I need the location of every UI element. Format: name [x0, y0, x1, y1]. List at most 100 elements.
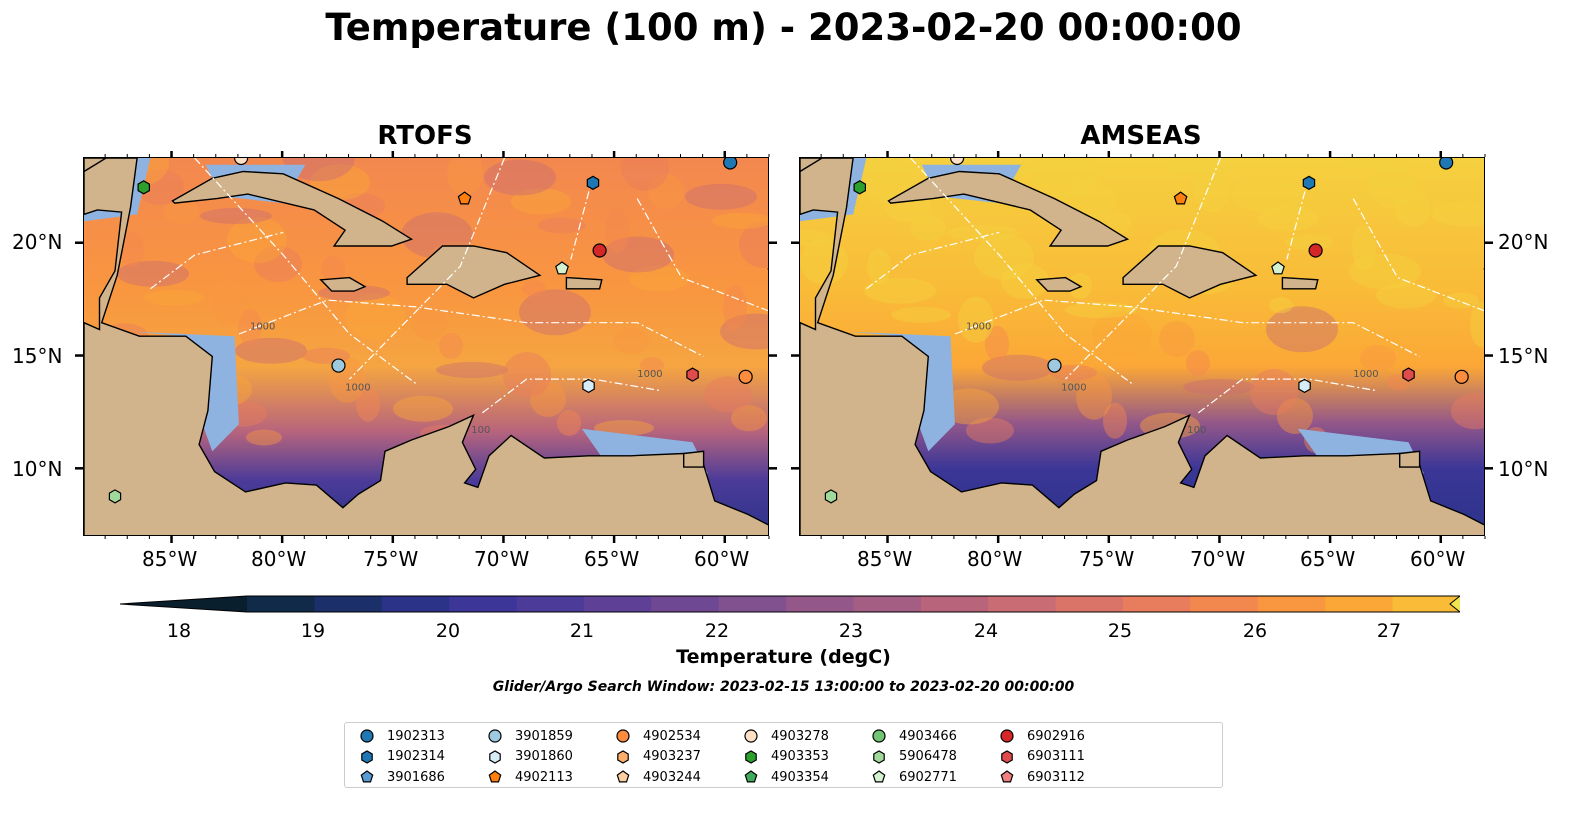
float-marker-6902916[interactable] [592, 243, 607, 258]
colorbar-segment [718, 596, 787, 612]
boundary-line [910, 158, 1133, 385]
float-marker-5906478[interactable] [824, 489, 838, 504]
colorbar-segment [786, 596, 854, 612]
boundary-line [194, 158, 417, 385]
colorbar-tick: 22 [704, 620, 730, 642]
float-marker-5906478[interactable] [108, 489, 122, 504]
boundary-line [150, 231, 284, 290]
land [1122, 245, 1258, 299]
float-marker-1902313[interactable] [723, 158, 738, 170]
float-marker-4903278[interactable] [234, 158, 249, 166]
legend-label: 3901859 [515, 728, 573, 744]
land [800, 158, 1484, 535]
float-marker-6903112[interactable] [767, 264, 769, 276]
x-tick-label: 85°W [857, 547, 913, 571]
colorbar-segment [920, 596, 989, 612]
land [1281, 276, 1319, 290]
panel-title-rtofs: RTOFS [377, 121, 473, 151]
boundary-line [238, 299, 704, 358]
figure-title: Temperature (100 m) - 2023-02-20 00:00:0… [325, 6, 1242, 49]
legend-label: 5906478 [899, 749, 957, 764]
pentagon-marker-icon [616, 770, 630, 783]
map-amseas[interactable]: 1000 1000 100 1000 [799, 157, 1485, 536]
colorbar-segment [651, 596, 720, 612]
legend-label: 6903112 [1027, 769, 1085, 785]
float-marker-3901859[interactable] [331, 358, 346, 373]
x-tick-label: 60°W [1410, 547, 1466, 571]
x-tick-label: 65°W [1300, 547, 1356, 571]
colorbar [119, 595, 1460, 613]
hexagon-marker-icon [489, 749, 501, 764]
circle-marker-icon [744, 729, 758, 743]
colorbar-tick: 24 [973, 620, 999, 642]
float-marker-6902771[interactable] [555, 261, 569, 275]
float-marker-4902113[interactable] [1173, 191, 1188, 205]
colorbar-segment [314, 596, 383, 612]
legend-label: 4903244 [643, 769, 701, 785]
x-tick-label: 75°W [363, 547, 419, 571]
colorbar-tick: 18 [166, 620, 192, 642]
float-marker-1902314[interactable] [586, 175, 600, 190]
legend-item: 4903244 [615, 768, 701, 786]
legend-item: 5906478 [871, 748, 957, 766]
float-marker-4903353[interactable] [853, 180, 867, 195]
colorbar-segment [381, 596, 450, 612]
float-marker-4902534[interactable] [1454, 369, 1469, 384]
boundary-line [481, 378, 660, 414]
float-marker-6903112[interactable] [1483, 264, 1485, 276]
float-marker-4902534[interactable] [738, 369, 753, 384]
search-window-text: Glider/Argo Search Window: 2023-02-15 13… [492, 679, 1075, 695]
y-tick-label: 15°N [12, 344, 63, 368]
panel-title-amseas: AMSEAS [1080, 121, 1202, 151]
colorbar-tick: 25 [1107, 620, 1133, 642]
contour-label: 100 [1187, 425, 1206, 436]
float-marker-6903111[interactable] [686, 367, 699, 382]
legend: 1902313 1902314 3901686 3901859 3901860 49021… [344, 722, 1223, 788]
circle-marker-icon [1000, 729, 1014, 743]
boundary-line [1286, 175, 1310, 260]
map-canvas: 1000 1000 100 1000 [800, 158, 1485, 535]
colorbar-tick: 19 [300, 620, 326, 642]
colorbar-segment [1257, 596, 1326, 612]
hexagon-marker-icon [873, 749, 885, 764]
float-marker-6902916[interactable] [1308, 243, 1323, 258]
legend-label: 6902916 [1027, 728, 1085, 744]
colorbar-tick: 21 [569, 620, 595, 642]
y-tick-label: 20°N [12, 230, 63, 254]
colorbar-tick: 26 [1242, 620, 1268, 642]
float-marker-4903353[interactable] [137, 180, 151, 195]
float-marker-4902113[interactable] [457, 191, 472, 205]
contour-label: 1000 [1061, 382, 1086, 393]
land [1035, 276, 1083, 292]
float-marker-3901860[interactable] [1298, 378, 1311, 394]
land [84, 158, 108, 173]
float-marker-1902313[interactable] [1439, 158, 1454, 170]
float-marker-6902771[interactable] [1271, 261, 1285, 275]
y-tick-label: 10°N [12, 457, 63, 481]
colorbar-segment [1055, 596, 1124, 612]
colorbar-segment [449, 596, 518, 612]
contour-label: 100 [471, 425, 490, 436]
y-tick-label: 20°N [1498, 230, 1549, 254]
float-marker-4903278[interactable] [950, 158, 965, 166]
circle-marker-icon [360, 729, 374, 743]
float-marker-3901859[interactable] [1047, 358, 1062, 373]
float-marker-6903111[interactable] [1402, 367, 1415, 382]
legend-item: 4903278 [743, 727, 829, 745]
float-marker-3901860[interactable] [582, 378, 595, 394]
colorbar-segment [1325, 596, 1394, 612]
land [171, 170, 414, 247]
colorbar-segment [247, 596, 315, 612]
legend-item: 6902771 [871, 768, 957, 786]
colorbar-segment [583, 596, 652, 612]
hexagon-marker-icon [617, 749, 629, 764]
float-marker-1902314[interactable] [1302, 175, 1316, 190]
pentagon-marker-icon [360, 770, 374, 783]
legend-item: 4902113 [487, 768, 573, 786]
legend-label: 4902113 [515, 769, 573, 785]
x-tick-label: 80°W [251, 547, 307, 571]
colorbar-segment [853, 596, 922, 612]
map-rtofs[interactable]: 1000 1000 100 1000 [83, 157, 769, 536]
x-tick-label: 65°W [584, 547, 640, 571]
colorbar-label: Temperature (degC) [676, 646, 891, 668]
